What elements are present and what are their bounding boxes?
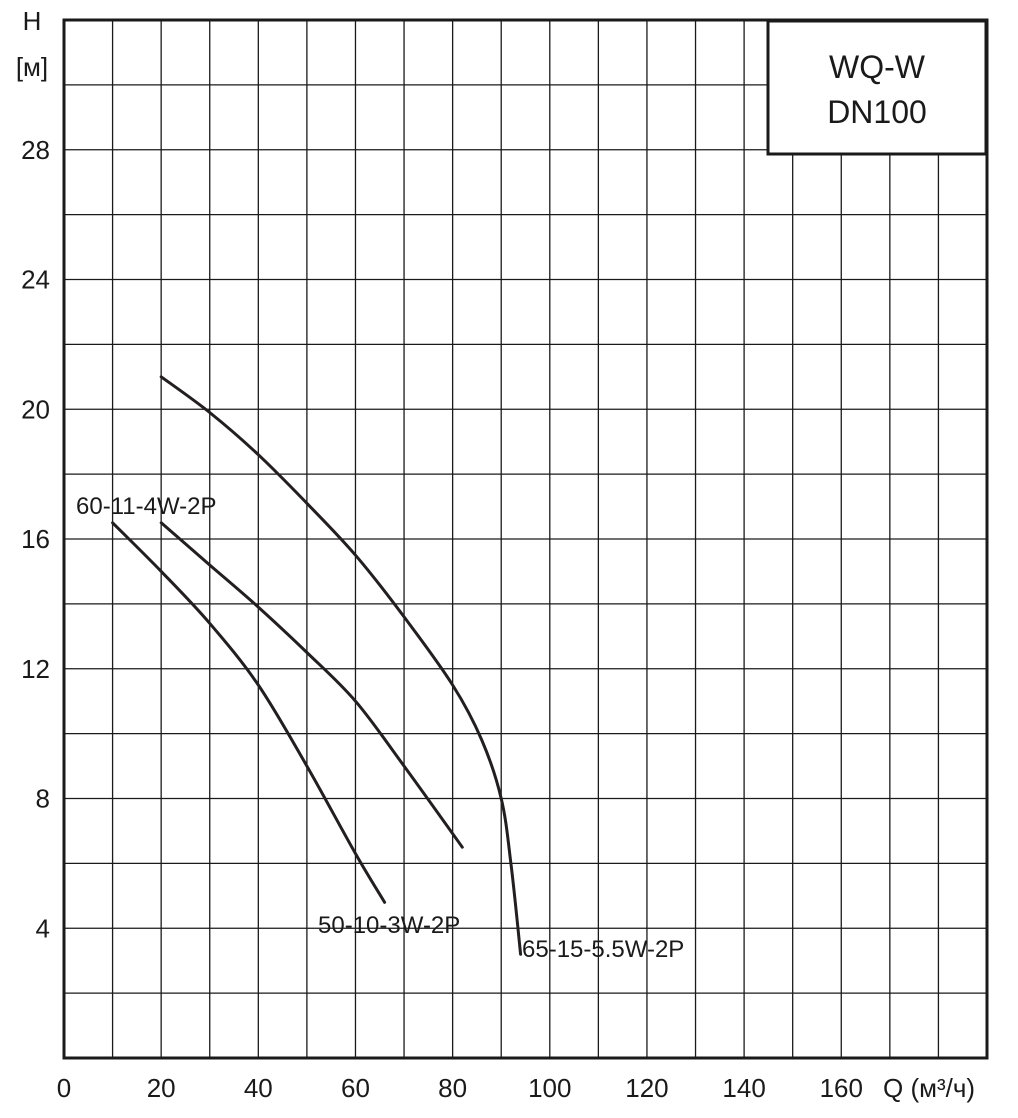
x-tick-label: 40 [244,1073,273,1103]
x-tick-label: 120 [625,1073,668,1103]
y-tick-label: 8 [36,784,50,814]
x-tick-label: 20 [147,1073,176,1103]
series-line-50-10-3w-2p [111,521,387,904]
x-tick-label: 100 [528,1073,571,1103]
y-axis-unit: [м] [16,52,48,82]
title-box: WQ-W DN100 [766,19,988,156]
series-line-65-15-5.5w-2p [159,375,523,956]
y-tick-label: 28 [21,135,50,165]
series-label-60-11-4w-2p: 60-11-4W-2P [76,493,217,520]
x-axis-label: Q (м³/ч) [883,1073,975,1103]
y-tick-label: 20 [21,394,50,424]
x-tick-label: 0 [57,1073,71,1103]
y-axis-label: H [23,6,42,36]
series-label-65-15-5.5w-2p: 65-15-5.5W-2P [522,936,684,963]
grid [64,20,987,1058]
title-line-2: DN100 [827,94,927,130]
y-tick-label: 4 [36,913,50,943]
x-tick-label: 160 [820,1073,863,1103]
plot-frame [62,18,989,1060]
y-tick-label: 12 [21,654,50,684]
y-tick-label: 16 [21,524,50,554]
x-tick-label: 60 [341,1073,370,1103]
x-tick-label: 80 [438,1073,467,1103]
title-box-frame [766,19,988,156]
series-label-50-10-3w-2p: 50-10-3W-2P [318,912,460,939]
y-tick-label: 24 [21,265,50,295]
series-lines [111,375,523,956]
x-tick-label: 140 [722,1073,765,1103]
title-line-1: WQ-W [829,49,926,85]
series-line-60-11-4w-2p [159,521,464,849]
series-labels: 60-11-4W-2P 50-10-3W-2P 65-15-5.5W-2P [76,493,684,963]
tick-labels: 0 20 40 60 80 100 120 140 160 4 8 12 16 20 24 28 [21,135,863,1103]
axes [62,18,989,1060]
